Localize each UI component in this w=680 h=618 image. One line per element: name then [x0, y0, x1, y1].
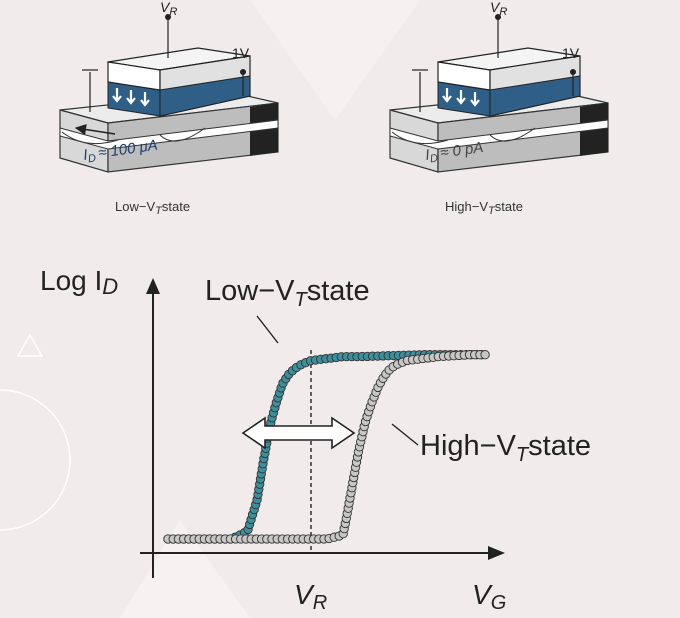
device-high-vt: VR 1V ID≈ 0 pA High−VTstate [389, 0, 609, 217]
channel-layer [389, 119, 609, 150]
series-high-vt [163, 350, 490, 544]
drain-terminal-dot [570, 69, 576, 75]
gate-voltage-label: VR [160, 0, 177, 18]
drain-well [489, 127, 536, 142]
high-vt-leader [391, 423, 419, 446]
device-low-vt: VR 1V ID≈ 100 μA Low−VTstate [59, 0, 279, 217]
current-flow-arrow [74, 123, 116, 136]
threshold-shift-arrow [241, 416, 356, 450]
source-well [61, 131, 119, 145]
x-axis-arrowhead [488, 546, 505, 560]
curves-layer [163, 350, 490, 544]
y-axis-label: Log ID [40, 265, 118, 299]
drain-voltage-label: 1V [562, 45, 580, 61]
gate-side-blue [159, 75, 251, 117]
drain-terminal-dot [240, 69, 246, 75]
high-vt-label: High−VTstate [420, 430, 591, 466]
channel-layer [59, 119, 279, 150]
gate-terminal-dot [495, 14, 501, 20]
y-axis-arrowhead [146, 278, 160, 294]
charge-arrows [112, 88, 150, 107]
device-caption: High−VTstate [445, 199, 523, 217]
source-well [391, 131, 449, 145]
drain-current-label: ID≈ 0 pA [424, 139, 484, 166]
device-caption: Low−VTstate [115, 199, 190, 217]
iv-graph: Log ID VG VR Low−VTstate High−VTstate [40, 265, 591, 614]
drain-voltage-label: 1V [232, 45, 250, 61]
drain-well [159, 127, 206, 142]
data-point [480, 350, 490, 360]
gate-voltage-label: VR [490, 0, 507, 18]
gate-side-blue [489, 75, 581, 117]
low-vt-leader [256, 315, 279, 344]
low-vt-label: Low−VTstate [205, 275, 370, 311]
x-axis-label: VG [472, 579, 506, 614]
vr-label: VR [294, 579, 327, 614]
gate-terminal-dot [165, 14, 171, 20]
charge-arrows [442, 88, 480, 107]
